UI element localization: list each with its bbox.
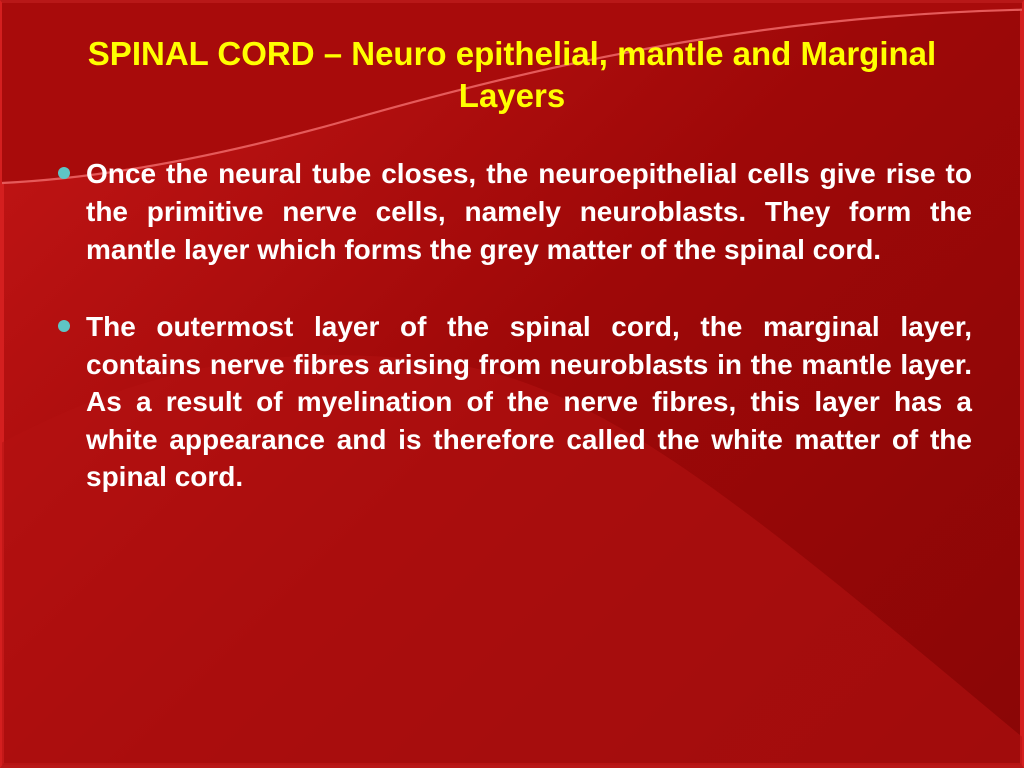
bullet-list: Once the neural tube closes, the neuroep…	[52, 155, 972, 495]
bullet-item: Once the neural tube closes, the neuroep…	[52, 155, 972, 268]
slide-title: SPINAL CORD – Neuro epithelial, mantle a…	[52, 33, 972, 117]
slide: SPINAL CORD – Neuro epithelial, mantle a…	[0, 0, 1024, 768]
bullet-item: The outermost layer of the spinal cord, …	[52, 308, 972, 496]
slide-content: SPINAL CORD – Neuro epithelial, mantle a…	[4, 5, 1020, 566]
